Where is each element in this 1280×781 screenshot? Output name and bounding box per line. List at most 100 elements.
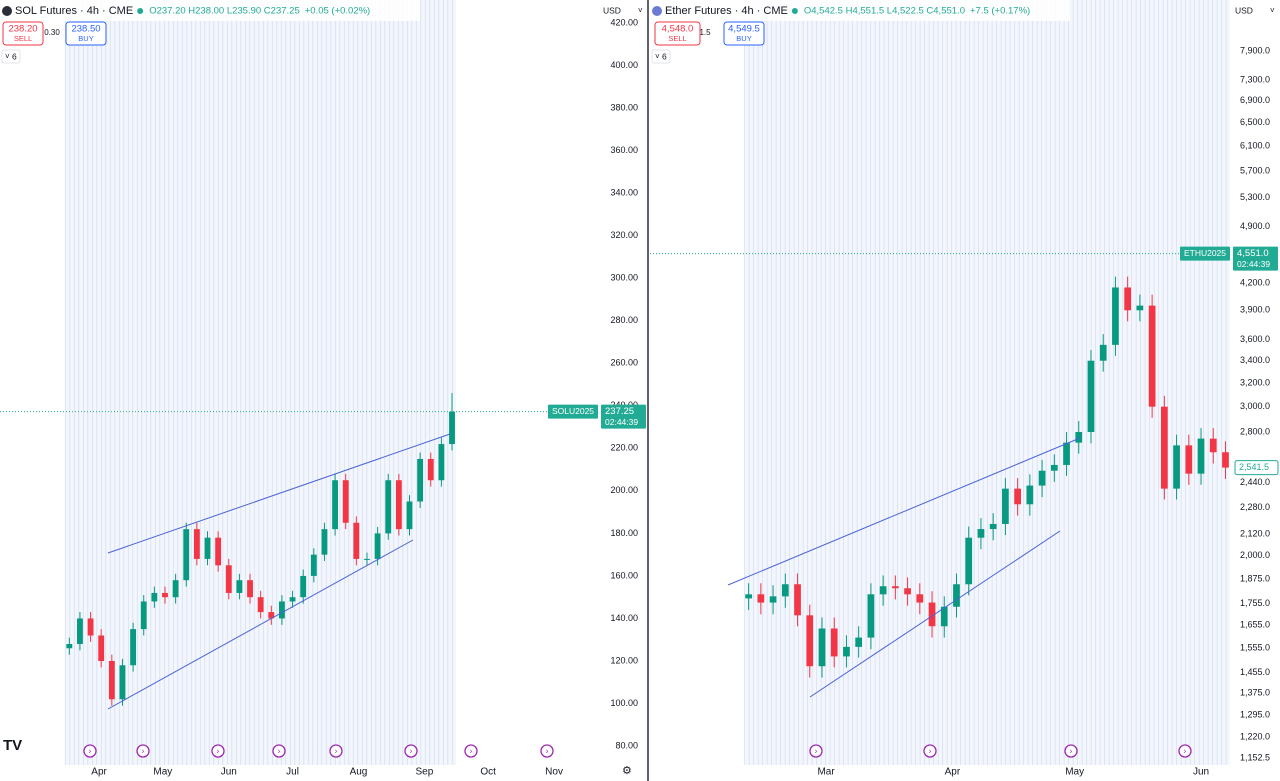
sell-button[interactable] (654, 21, 701, 46)
y-tick-label: 1,295.0 (1240, 710, 1270, 720)
trend-lines (107, 433, 1081, 710)
event-icon-arrow: › (546, 747, 549, 756)
candle-body (794, 584, 801, 616)
candle-body (310, 554, 317, 576)
event-icon[interactable] (464, 744, 478, 758)
chevron: ˅ (655, 52, 660, 61)
y-tick-label: 220.00 (610, 443, 638, 453)
candle-body (353, 522, 360, 559)
y-tick-label: 6,500.0 (1240, 117, 1270, 127)
change-value: +0.05 (+0.02%) (305, 6, 371, 17)
candle-body (1087, 360, 1095, 433)
y-tick-label: 2,000.0 (1240, 550, 1270, 560)
x-tick-label: Oct (480, 767, 496, 778)
y-tick-label: 420.00 (610, 17, 638, 27)
candle-body (904, 588, 911, 595)
candle-body (953, 584, 960, 607)
event-icon[interactable] (923, 744, 937, 758)
candle-body (1124, 287, 1132, 311)
y-tick-label: 4,200.0 (1240, 277, 1270, 287)
event-icon[interactable] (272, 744, 286, 758)
candle-body (247, 580, 253, 598)
candle-body (321, 529, 328, 555)
event-icon[interactable] (540, 744, 554, 758)
candle-body (830, 628, 838, 657)
chart-title: SOL Futures · 4h · CME (15, 5, 133, 17)
y-tick-label: 400.00 (610, 60, 638, 70)
ohlc-values: O4,542.5 H4,551.5 L4,522.5 C4,551.0 (804, 6, 965, 17)
event-icon[interactable] (1178, 744, 1192, 758)
candle-body (769, 596, 777, 603)
buy-button[interactable] (65, 21, 107, 46)
candle-body (1136, 305, 1144, 311)
y-tick-label: 5,300.0 (1240, 192, 1270, 202)
currency[interactable]: USD (1235, 5, 1253, 15)
x-tick-label: Jun (221, 767, 237, 778)
candle-body (98, 635, 105, 662)
close-box (1234, 460, 1279, 476)
symbol-box (548, 404, 598, 419)
y-tick-label: 260.00 (610, 358, 638, 368)
candle-body (151, 592, 158, 602)
event-icon-arrow: › (335, 747, 338, 756)
y-tick-label: 1,655.0 (1240, 620, 1270, 630)
price-box (1233, 246, 1278, 271)
y-tick-label: 320.00 (610, 230, 638, 240)
x-tick-label: Nov (545, 767, 563, 778)
candle-body (867, 594, 875, 638)
indicator-toggle[interactable] (1, 49, 21, 64)
candle-body (843, 646, 850, 657)
spread: 1.5 (699, 28, 711, 37)
sell-button[interactable] (2, 21, 44, 46)
candle-body (916, 594, 924, 603)
candle-body (1014, 488, 1021, 505)
event-icon[interactable] (329, 744, 343, 758)
event-icon[interactable] (211, 744, 225, 758)
y-tick-label: 1,555.0 (1240, 642, 1270, 652)
settings-icon[interactable]: ⚙ (622, 765, 632, 777)
event-icon[interactable] (404, 744, 418, 758)
currency[interactable]: USD (603, 5, 621, 15)
y-tick-label: 2,440.0 (1240, 477, 1270, 487)
indicator-toggle[interactable] (651, 49, 671, 64)
countdown-label: 02:44:39 (605, 417, 638, 427)
candle-body (818, 628, 826, 667)
event-icon[interactable] (1064, 744, 1078, 758)
sell-label: SELL (668, 34, 686, 43)
symbol-label: ETHU2025 (1184, 248, 1226, 258)
candle-body (781, 584, 789, 597)
candle-body (449, 411, 455, 445)
event-icon[interactable] (83, 744, 97, 758)
candle-body (385, 480, 392, 534)
buy-button[interactable] (723, 21, 765, 46)
x-tick-label: Jul (286, 767, 299, 778)
x-tick-label: Mar (817, 767, 835, 778)
chevron: ˅ (5, 52, 10, 61)
y-tick-label: 3,200.0 (1240, 377, 1270, 387)
ohlc-values: O237.20 H238.00 L235.90 C237.25 (149, 6, 300, 17)
y-tick-label: 3,000.0 (1240, 401, 1270, 411)
candle-body (1063, 442, 1070, 465)
y-tick-label: 6,100.0 (1240, 140, 1270, 150)
y-tick-label: 3,900.0 (1240, 305, 1270, 315)
symbol-box (1180, 246, 1230, 261)
candle-body (162, 592, 168, 598)
y-tick-label: 1,152.5 (1240, 752, 1270, 762)
currency-chevron: ˅ (638, 6, 643, 15)
candle-body (300, 575, 307, 598)
logo: TV (3, 737, 22, 754)
trend-line (107, 539, 414, 710)
candle-body (965, 537, 973, 585)
x-tick-label: Sep (415, 767, 433, 778)
candle-body (745, 594, 752, 599)
candle-body (806, 615, 814, 667)
event-icon[interactable] (136, 744, 150, 758)
y-tick-label: 3,600.0 (1240, 334, 1270, 344)
x-tick-label: May (153, 767, 172, 778)
candle-body (438, 444, 445, 481)
candle-body (268, 612, 275, 619)
y-tick-label: 1,220.0 (1240, 732, 1270, 742)
candle-body (364, 558, 370, 560)
event-icon[interactable] (809, 744, 823, 758)
